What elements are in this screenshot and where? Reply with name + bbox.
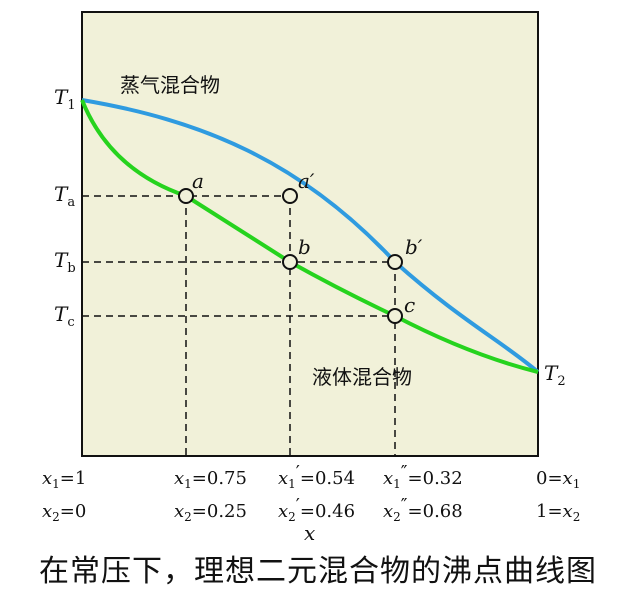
point-a-prime-label: a′ xyxy=(298,169,315,193)
x-label-left-top: x1=1 xyxy=(42,468,86,491)
x-label-right-top: 0=x1 xyxy=(536,468,580,491)
x-label-b-top: x1′=0.54 xyxy=(278,462,355,491)
x-label-a-top: x1=0.75 xyxy=(174,468,247,491)
points xyxy=(178,188,403,324)
point-b-label: b xyxy=(298,235,311,259)
guide-lines xyxy=(82,195,396,456)
x-label-b-bottom: x2′=0.46 xyxy=(278,495,355,524)
label-t1: T1 xyxy=(54,85,76,113)
plot-area xyxy=(81,11,539,457)
x-label-c-bottom: x2″=0.68 xyxy=(383,495,463,524)
label-t2: T2 xyxy=(544,361,566,389)
point-b-prime-label: b′ xyxy=(405,235,423,259)
liquid-curve-label: 液体混合物 xyxy=(312,365,412,389)
label-tb: Tb xyxy=(54,248,76,276)
x-label-left-bottom: x2=0 xyxy=(42,501,86,524)
x-axis-title: x xyxy=(304,521,315,545)
point-b xyxy=(282,254,298,270)
point-a-prime xyxy=(282,188,298,204)
point-c xyxy=(387,308,403,324)
x-label-right-bottom: 1=x2 xyxy=(536,501,580,524)
x-label-a-bottom: x2=0.25 xyxy=(174,501,247,524)
figure-caption: 在常压下，理想二元混合物的沸点曲线图 xyxy=(39,554,597,589)
vapor-curve xyxy=(81,98,540,374)
vapor-curve-label: 蒸气混合物 xyxy=(120,73,220,97)
x-label-c-top: x1″=0.32 xyxy=(383,462,463,491)
point-c-label: c xyxy=(404,293,415,317)
liquid-curve xyxy=(80,99,539,374)
label-ta: Ta xyxy=(54,182,75,210)
point-b-prime xyxy=(387,254,403,270)
label-tc: Tc xyxy=(54,302,75,330)
point-a-label: a xyxy=(192,169,204,193)
point-a xyxy=(178,188,194,204)
